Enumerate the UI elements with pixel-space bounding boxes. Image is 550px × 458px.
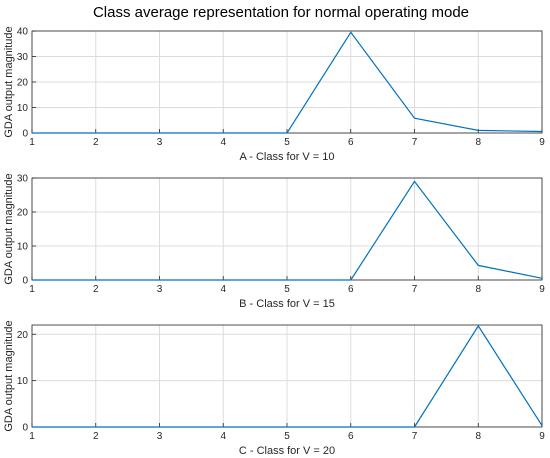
y-tick-label: 0 [22,276,28,287]
x-tick-label: 9 [539,431,545,442]
x-tick-label: 3 [157,284,163,295]
y-tick-label: 20 [17,330,29,341]
x-tick-label: 1 [29,137,35,148]
x-tick-label: 8 [475,284,481,295]
x-tick-label: 2 [93,431,99,442]
x-tick-label: 4 [220,284,226,295]
x-tick-label: 9 [539,137,545,148]
y-axis-label: GDA output magnitude [3,26,15,137]
x-tick-label: 7 [412,137,418,148]
y-tick-label: 30 [17,174,29,185]
y-tick-label: 10 [17,103,29,114]
x-tick-label: 7 [412,431,418,442]
x-tick-label: 5 [284,284,290,295]
subplot-3: 1 2 3 4 5 6 7 8 9 0 10 20 C - Class for V = 20 GDA ou… [3,320,545,457]
x-axis-label: C - Class for V = 20 [239,445,335,457]
x-tick-label: 1 [29,284,35,295]
x-tick-label: 4 [220,431,226,442]
x-tick-label: 3 [157,137,163,148]
x-tick-label: 1 [29,431,35,442]
y-tick-label: 30 [17,52,29,63]
x-tick-label: 8 [475,137,481,148]
x-tick-label: 6 [348,284,354,295]
y-tick-label: 10 [17,376,29,387]
subplot-1: 1 2 3 4 5 6 7 8 9 0 10 20 30 40 A - Class for V = 10 GD… [3,26,545,163]
y-axis-label: GDA output magnitude [3,320,15,431]
y-tick-label: 20 [17,78,29,89]
y-tick-label: 10 [17,242,29,253]
x-axis-label: A - Class for V = 10 [239,151,334,163]
y-tick-label: 20 [17,208,29,219]
x-tick-label: 3 [157,431,163,442]
y-tick-label: 0 [22,423,28,434]
figure-title: Class average representation for normal … [93,4,469,21]
x-tick-label: 8 [475,431,481,442]
x-tick-label: 6 [348,431,354,442]
x-tick-label: 5 [284,431,290,442]
y-tick-label: 40 [17,27,29,38]
x-tick-label: 2 [93,284,99,295]
x-axis-label: B - Class for V = 15 [239,298,335,310]
x-tick-label: 6 [348,137,354,148]
subplot-2: 1 2 3 4 5 6 7 8 9 0 10 20 30 B - Class for V = 15 GDA … [3,173,545,310]
x-tick-label: 9 [539,284,545,295]
y-axis-label: GDA output magnitude [3,173,15,284]
x-tick-label: 7 [412,284,418,295]
y-tick-label: 0 [22,129,28,140]
x-tick-label: 5 [284,137,290,148]
x-tick-label: 2 [93,137,99,148]
x-tick-label: 4 [220,137,226,148]
